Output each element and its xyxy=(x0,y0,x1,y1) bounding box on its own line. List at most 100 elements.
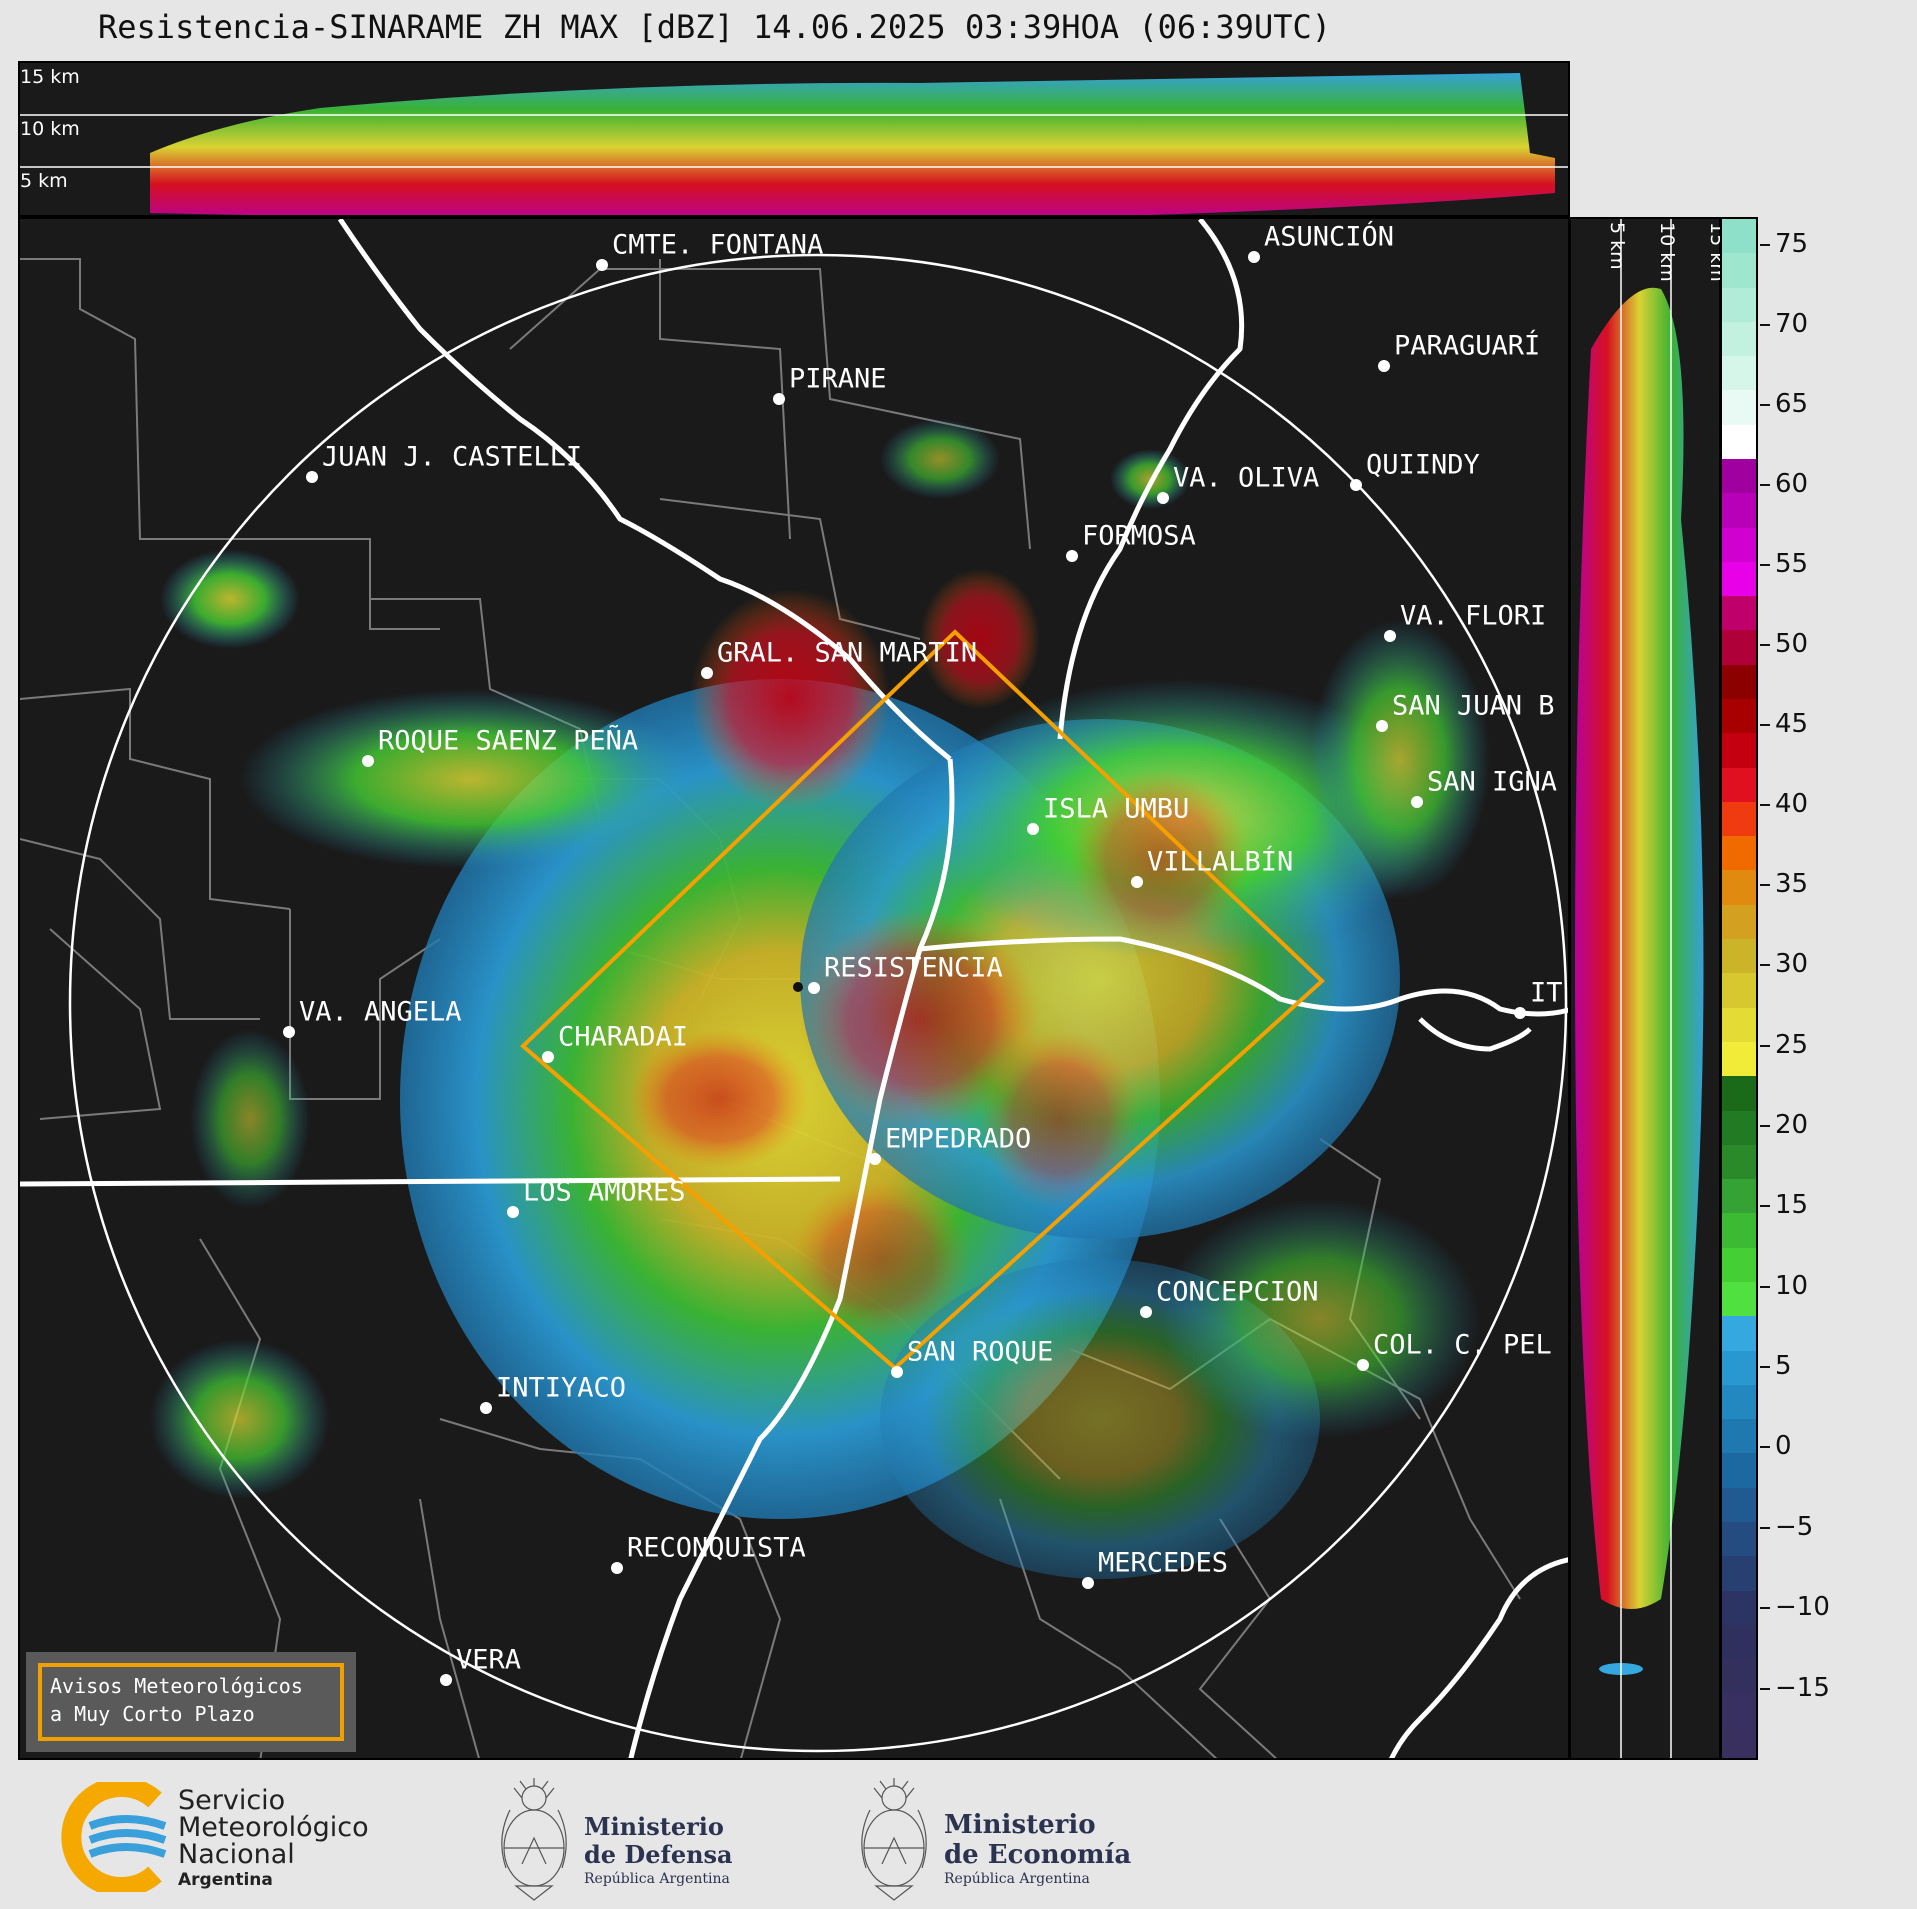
city-marker xyxy=(1027,823,1039,835)
colorbar-band xyxy=(1722,630,1756,666)
colorbar-band xyxy=(1722,870,1756,906)
colorbar-band xyxy=(1722,1007,1756,1043)
range-ring xyxy=(68,253,1568,1753)
colorbar-tick xyxy=(1760,644,1770,646)
defensa-title-1: Ministerio xyxy=(584,1812,724,1841)
colorbar-tick xyxy=(1760,1607,1770,1609)
economia-subtitle: República Argentina xyxy=(944,1871,1090,1887)
colorbar-band xyxy=(1722,1419,1756,1455)
city-label: PIRANE xyxy=(789,363,887,395)
city-label: SAN IGNA xyxy=(1427,766,1558,798)
colorbar-tick xyxy=(1760,244,1770,246)
colorbar-band xyxy=(1722,939,1756,975)
city-marker xyxy=(480,1402,492,1414)
colorbar-band xyxy=(1722,596,1756,632)
legend-line-1: Avisos Meteorológicos xyxy=(50,1674,303,1698)
colorbar-band xyxy=(1722,390,1756,426)
colorbar-band xyxy=(1722,253,1756,289)
colorbar-band xyxy=(1722,424,1756,460)
colorbar-band xyxy=(1722,459,1756,495)
radar-map xyxy=(18,217,1570,1760)
smn-name-4: Argentina xyxy=(178,1870,273,1890)
city-label: LOS AMORES xyxy=(523,1176,686,1208)
city-label: INTIYACO xyxy=(496,1372,627,1404)
city-marker xyxy=(891,1366,903,1378)
footer: Servicio Meteorológico Nacional Argentin… xyxy=(0,1760,1917,1909)
colorbar-tick xyxy=(1760,1286,1770,1288)
legend-frame xyxy=(38,1663,344,1741)
city-marker xyxy=(773,393,785,405)
colorbar-band xyxy=(1722,527,1756,563)
colorbar-tick-label: 35 xyxy=(1775,869,1809,899)
colorbar-band xyxy=(1722,1041,1756,1078)
city-marker xyxy=(1376,720,1388,732)
city-label: FORMOSA xyxy=(1082,520,1196,552)
city-label: QUIINDY xyxy=(1366,449,1480,481)
city-marker xyxy=(1411,796,1423,808)
city-label: VA. FLORI xyxy=(1400,600,1547,632)
colorbar-tick-label: 5 xyxy=(1775,1351,1792,1381)
city-marker xyxy=(611,1562,623,1574)
colorbar-band xyxy=(1722,973,1756,1009)
side-altitude-5: 5 km xyxy=(1606,222,1628,270)
city-label: JUAN J. CASTELLI xyxy=(322,441,583,473)
city-marker xyxy=(701,667,713,679)
colorbar-tick-label: 75 xyxy=(1775,229,1809,259)
city-label: ASUNCIÓN xyxy=(1264,221,1395,253)
colorbar-band xyxy=(1722,1487,1756,1523)
city-marker xyxy=(1066,550,1078,562)
colorbar-tick xyxy=(1760,724,1770,726)
colorbar-band xyxy=(1722,356,1756,392)
colorbar-tick xyxy=(1760,404,1770,406)
city-marker xyxy=(1082,1577,1094,1589)
colorbar-tick xyxy=(1760,884,1770,886)
rivers xyxy=(20,219,1568,1758)
city-label: VERA xyxy=(456,1644,522,1676)
city-marker xyxy=(1350,479,1362,491)
economia-title-1: Ministerio xyxy=(944,1810,1096,1840)
colorbar-tick-label: 50 xyxy=(1775,629,1809,659)
city-marker xyxy=(362,755,374,767)
colorbar-tick xyxy=(1760,1366,1770,1368)
economia-title-2: de Economía xyxy=(944,1840,1132,1870)
colorbar-tick-label: −10 xyxy=(1775,1592,1830,1622)
colorbar-band xyxy=(1722,1659,1756,1695)
colorbar-band xyxy=(1722,1316,1756,1352)
top-altitude-5: 5 km xyxy=(20,170,68,192)
city-marker xyxy=(869,1153,881,1165)
colorbar-band xyxy=(1722,321,1756,358)
colorbar-tick-label: 20 xyxy=(1775,1110,1809,1140)
colorbar-tick-label: 0 xyxy=(1775,1431,1792,1461)
colorbar-band xyxy=(1722,836,1756,872)
colorbar-tick-label: 70 xyxy=(1775,309,1809,339)
colorbar-band xyxy=(1722,1179,1756,1215)
dbz-colorbar xyxy=(1720,217,1758,1760)
side-profile-echo xyxy=(1575,219,1704,1758)
city-label: COL. C. PEL xyxy=(1373,1329,1552,1361)
radar-site-marker xyxy=(793,982,803,992)
defensa-title-2: de Defensa xyxy=(584,1840,733,1869)
colorbar-tick-label: 55 xyxy=(1775,549,1809,579)
colorbar-band xyxy=(1722,904,1756,941)
colorbar-tick xyxy=(1760,324,1770,326)
colorbar-tick-label: 15 xyxy=(1775,1190,1809,1220)
city-marker xyxy=(542,1051,554,1063)
colorbar-band xyxy=(1722,1624,1756,1661)
colorbar-band xyxy=(1722,287,1756,323)
colorbar-band xyxy=(1722,1281,1756,1318)
colorbar-band xyxy=(1722,561,1756,598)
city-label: GRAL. SAN MARTIN xyxy=(717,637,978,669)
colorbar-tick xyxy=(1760,1446,1770,1448)
colorbar-band xyxy=(1722,1144,1756,1181)
city-marker xyxy=(1248,251,1260,263)
colorbar-tick-label: 65 xyxy=(1775,389,1809,419)
city-label: ISLA UMBU xyxy=(1043,793,1190,825)
city-marker xyxy=(808,982,820,994)
city-marker xyxy=(1514,1007,1526,1019)
colorbar-band xyxy=(1722,801,1756,838)
city-label: VA. ANGELA xyxy=(299,996,462,1028)
colorbar-band xyxy=(1722,219,1756,255)
colorbar-tick xyxy=(1760,964,1770,966)
smn-logo-icon xyxy=(61,1782,167,1892)
city-label: SAN ROQUE xyxy=(907,1336,1054,1368)
